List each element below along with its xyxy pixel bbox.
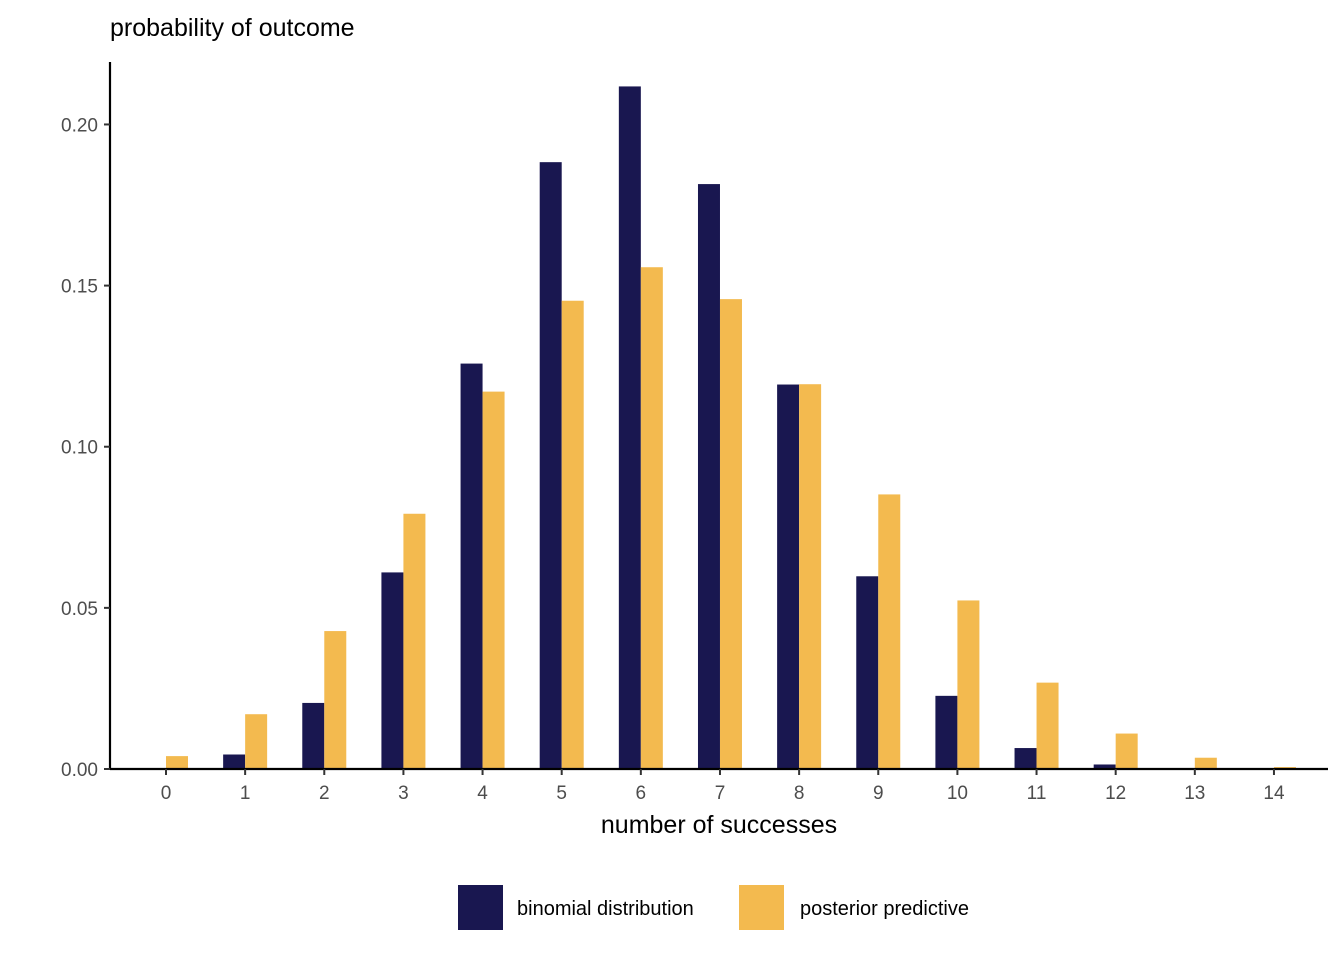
y-axis: 0.00 0.05 0.10 0.15 0.20 bbox=[61, 62, 112, 781]
bar-binomial-10 bbox=[935, 695, 958, 769]
legend-label-posterior: posterior predictive bbox=[800, 898, 969, 920]
bar-posterior-9 bbox=[878, 494, 901, 769]
y-tick-label: 0.05 bbox=[61, 599, 98, 620]
bar-posterior-6 bbox=[640, 267, 663, 769]
y-tick-label: 0.20 bbox=[61, 115, 98, 136]
x-tick-label: 3 bbox=[398, 783, 409, 804]
x-tick-label: 14 bbox=[1263, 783, 1285, 804]
x-tick-label: 0 bbox=[161, 783, 172, 804]
y-tick-label: 0.00 bbox=[61, 760, 98, 781]
bar-posterior-0 bbox=[166, 756, 188, 769]
y-axis-title: probability of outcome bbox=[110, 14, 355, 42]
bar-posterior-13 bbox=[1194, 757, 1217, 769]
bar-binomial-1 bbox=[223, 754, 246, 769]
x-tick-label: 8 bbox=[794, 783, 805, 804]
x-tick-label: 2 bbox=[319, 783, 330, 804]
x-tick-label: 12 bbox=[1105, 783, 1126, 804]
y-tick-label: 0.10 bbox=[61, 438, 98, 459]
bar-binomial-9 bbox=[856, 576, 879, 769]
bar-posterior-3 bbox=[403, 513, 426, 769]
legend-key-posterior bbox=[739, 885, 784, 930]
x-tick-label: 4 bbox=[477, 783, 488, 804]
y-tick-label: 0.15 bbox=[61, 277, 98, 298]
bar-binomial-12 bbox=[1093, 764, 1116, 769]
bar-posterior-5 bbox=[561, 300, 584, 769]
bar-binomial-5 bbox=[539, 162, 562, 769]
x-tick-label: 1 bbox=[240, 783, 251, 804]
x-tick-label: 5 bbox=[556, 783, 567, 804]
bar-binomial-3 bbox=[381, 572, 404, 769]
legend: binomial distribution posterior predictiv… bbox=[458, 885, 969, 930]
x-tick-label: 11 bbox=[1027, 783, 1047, 804]
x-axis-title: number of successes bbox=[601, 811, 837, 839]
bar-posterior-2 bbox=[324, 631, 347, 769]
bar-posterior-1 bbox=[245, 714, 268, 769]
x-tick-label: 13 bbox=[1184, 783, 1205, 804]
legend-label-binomial: binomial distribution bbox=[517, 898, 694, 920]
bar-posterior-8 bbox=[799, 384, 822, 769]
x-tick-label: 6 bbox=[636, 783, 647, 804]
bar-binomial-7 bbox=[697, 184, 720, 769]
x-tick-label: 10 bbox=[947, 783, 968, 804]
x-tick-label: 7 bbox=[715, 783, 726, 804]
bar-binomial-2 bbox=[302, 702, 325, 769]
bar-binomial-8 bbox=[777, 384, 800, 769]
bar-posterior-10 bbox=[957, 600, 980, 769]
bar-posterior-12 bbox=[1115, 733, 1138, 769]
x-tick-label: 9 bbox=[873, 783, 884, 804]
bars-group bbox=[144, 86, 1296, 770]
bar-binomial-4 bbox=[460, 363, 483, 769]
x-axis: 0 1 2 3 4 5 6 7 8 9 10 11 12 13 14 bbox=[110, 767, 1328, 804]
bar-binomial-11 bbox=[1014, 748, 1037, 769]
bar-posterior-4 bbox=[482, 391, 505, 769]
bar-posterior-11 bbox=[1036, 682, 1059, 769]
legend-key-binomial bbox=[458, 885, 503, 930]
bar-posterior-7 bbox=[719, 299, 742, 769]
bar-binomial-6 bbox=[618, 86, 641, 770]
